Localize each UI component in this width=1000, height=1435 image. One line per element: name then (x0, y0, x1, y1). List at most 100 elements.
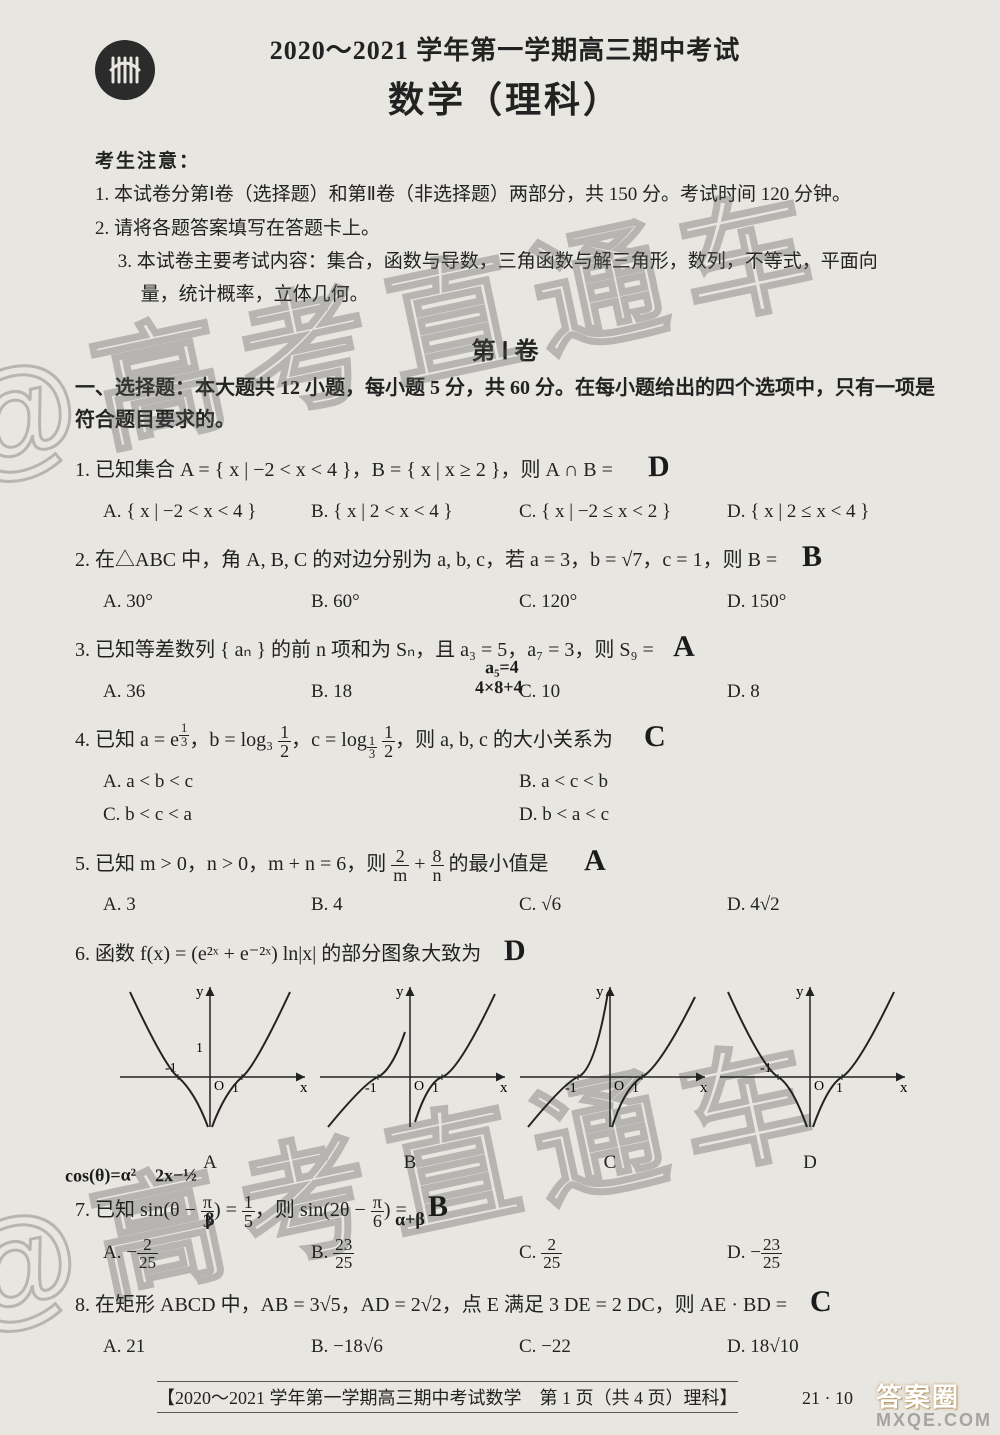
question-1: 1. 已知集合 A = { x | −2 < x < 4 }，B = { x |… (75, 444, 935, 528)
question-3: 3. 已知等差数列 { aₙ } 的前 n 项和为 Sₙ，且 a₃ = 5，a₇… (75, 624, 935, 708)
brand-watermark: 答案圈 MXQE.COM (876, 1377, 992, 1431)
q5-opt-C: C. √6 (519, 888, 727, 921)
q2-opt-C: C. 120° (519, 585, 727, 618)
question-4: 4. 已知 a = e13，b = log₃ 12，c = log13 12，则… (75, 714, 935, 832)
q7-opt-C: C. 225 (519, 1234, 727, 1273)
question-5: 5. 已知 m > 0，n > 0，m + n = 6，则 2m + 8n 的最… (75, 838, 935, 922)
q1-stem: 1. 已知集合 A = { x | −2 < x < 4 }，B = { x |… (75, 459, 613, 481)
q2-opt-B: B. 60° (311, 585, 519, 618)
q1-handwritten-answer: D (647, 444, 669, 491)
footer-text: 【2020～2021 学年第一学期高三期中考试数学 第 1 页（共 4 页）理科… (157, 1381, 738, 1413)
question-6: 6. 函数 f(x) = (e²ˣ + e⁻²ˣ) ln|x| 的部分图象大致为… (75, 928, 935, 1178)
q6-stem: 6. 函数 f(x) = (e²ˣ + e⁻²ˣ) ln|x| 的部分图象大致为 (75, 943, 481, 965)
q2-stem: 2. 在△ABC 中，角 A, B, C 的对边分别为 a, b, c，若 a … (75, 549, 777, 571)
q3-scribble-2: 4×8+4 (475, 674, 523, 703)
svg-text:1: 1 (836, 1081, 843, 1096)
footer-code: 21 · 10 (802, 1388, 853, 1408)
svg-text:x: x (500, 1080, 508, 1096)
brand-line2: MXQE.COM (876, 1410, 992, 1431)
q8-opt-A: A. 21 (103, 1330, 311, 1363)
svg-text:y: y (796, 984, 804, 1000)
q7-opt-A: A. −225 (103, 1234, 311, 1273)
q1-opt-C: C. { x | −2 ≤ x < 2 } (519, 495, 727, 528)
q5-handwritten-answer: A (583, 838, 605, 885)
header-subject: 数学（理科） (65, 71, 945, 123)
q6-graph-C: xy -11 O C (510, 982, 710, 1177)
q5-opt-A: A. 3 (103, 888, 311, 921)
q8-handwritten-answer: C (810, 1279, 832, 1326)
q8-opt-C: C. −22 (519, 1330, 727, 1363)
q8-opt-B: B. −18√6 (311, 1330, 519, 1363)
question-2: 2. 在△ABC 中，角 A, B, C 的对边分别为 a, b, c，若 a … (75, 534, 935, 618)
q7-stem-mid2: ，则 sin(2θ − (255, 1199, 371, 1221)
question-7: cos(θ)=α² 2x−½ β α+β 7. 已知 sin(θ − π3) =… (75, 1184, 935, 1274)
svg-text:O: O (814, 1079, 824, 1094)
q5-opt-B: B. 4 (311, 888, 519, 921)
q6-handwritten-answer: D (504, 928, 526, 975)
q7-opt-D: D. −2325 (727, 1234, 935, 1273)
q4-opt-A: A. a < b < c (103, 765, 519, 798)
page-header: 2020～2021 学年第一学期高三期中考试 数学（理科） (65, 30, 945, 123)
q3-handwritten-answer: A (672, 624, 694, 671)
q2-opt-D: D. 150° (727, 585, 935, 618)
notice-item-2: 2. 请将各题答案填写在答题卡上。 (95, 212, 915, 245)
svg-text:y: y (596, 984, 604, 1000)
svg-text:O: O (214, 1079, 224, 1094)
brand-line1: 答案圈 (876, 1377, 992, 1414)
q7-handwritten-answer: B (427, 1184, 448, 1231)
q4-handwritten-answer: C (644, 714, 666, 761)
q4-opt-B: B. a < c < b (519, 765, 935, 798)
q7-scribble-3: β (205, 1206, 215, 1234)
svg-text:-1: -1 (365, 1081, 377, 1096)
svg-text:x: x (900, 1080, 908, 1096)
q4-stem-mid1: ，b = log₃ (189, 729, 278, 751)
notice-item-1: 1. 本试卷分第Ⅰ卷（选择题）和第Ⅱ卷（非选择题）两部分，共 150 分。考试时… (95, 178, 915, 211)
q3-opt-C: C. 10 (519, 675, 727, 708)
exam-notice: 考生注意： 1. 本试卷分第Ⅰ卷（选择题）和第Ⅱ卷（非选择题）两部分，共 150… (95, 145, 915, 311)
q7-scribble-4: α+β (395, 1205, 425, 1233)
svg-text:1: 1 (196, 1041, 203, 1056)
q4-stem-suffix: ，则 a, b, c 的大小关系为 (395, 729, 613, 751)
svg-text:y: y (196, 984, 204, 1000)
q6-graph-A: xy -11 O1 A (110, 982, 310, 1177)
q8-opt-D: D. 18√10 (727, 1330, 935, 1363)
page-footer: 【2020～2021 学年第一学期高三期中考试数学 第 1 页（共 4 页）理科… (65, 1381, 945, 1413)
q4-opt-D: D. b < a < c (519, 798, 935, 831)
notice-title: 考生注意： (95, 145, 915, 178)
section-label: 第 Ⅰ 卷 (65, 331, 945, 366)
q4-stem-mid2: ，c = log (291, 729, 367, 751)
q3-stem: 3. 已知等差数列 { aₙ } 的前 n 项和为 Sₙ，且 a₃ = 5，a₇… (75, 639, 654, 661)
q6-label-D: D (710, 1148, 910, 1177)
q6-label-C: C (510, 1148, 710, 1177)
svg-text:x: x (300, 1080, 308, 1096)
q4-opt-C: C. b < c < a (103, 798, 519, 831)
q1-opt-B: B. { x | 2 < x < 4 } (311, 495, 519, 528)
notice-item-3: 3. 本试卷主要考试内容：集合，函数与导数，三角函数与解三角形，数列，不等式，平… (95, 245, 915, 312)
svg-text:O: O (614, 1079, 624, 1094)
q6-graph-D: xy -11 O D (710, 982, 910, 1177)
q7-stem-prefix: 7. 已知 sin(θ − (75, 1199, 201, 1221)
svg-text:y: y (396, 984, 404, 1000)
q8-stem: 8. 在矩形 ABCD 中，AB = 3√5，AD = 2√2，点 E 满足 3… (75, 1294, 787, 1316)
q6-graph-B: xy -11 O B (310, 982, 510, 1177)
svg-text:x: x (700, 1080, 708, 1096)
q4-stem-prefix: 4. 已知 a = e (75, 729, 179, 751)
publisher-logo (95, 40, 155, 100)
q5-stem-suffix: 的最小值是 (444, 853, 549, 875)
q1-opt-A: A. { x | −2 < x < 4 } (103, 495, 311, 528)
logo-glyph (105, 50, 145, 90)
q2-handwritten-answer: B (802, 534, 823, 581)
q6-label-B: B (310, 1148, 510, 1177)
q6-label-A: A (110, 1148, 310, 1177)
q3-opt-D: D. 8 (727, 675, 935, 708)
q2-opt-A: A. 30° (103, 585, 311, 618)
q3-opt-A: A. 36 (103, 675, 311, 708)
section-desc: 一、选择题：本大题共 12 小题，每小题 5 分，共 60 分。在每小题给出的四… (75, 372, 935, 436)
q5-stem-prefix: 5. 已知 m > 0，n > 0，m + n = 6，则 (75, 853, 391, 875)
q7-scribble-2: 2x−½ (155, 1161, 197, 1190)
svg-text:O: O (414, 1079, 424, 1094)
q7-scribble-1: cos(θ)=α² (65, 1161, 137, 1190)
q7-opt-B: B. 2325 (311, 1234, 519, 1273)
q7-stem-mid: ) = (214, 1199, 242, 1221)
q1-opt-D: D. { x | 2 ≤ x < 4 } (727, 495, 935, 528)
